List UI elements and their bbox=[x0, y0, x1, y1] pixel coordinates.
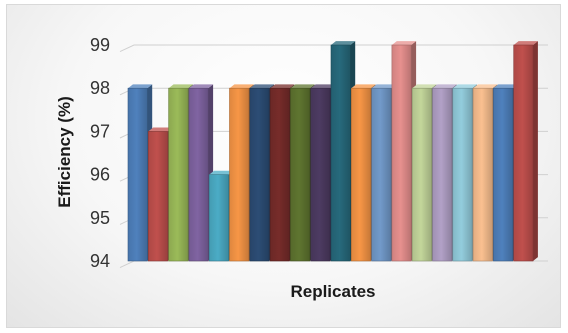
y-axis-title: Efficiency (%) bbox=[55, 96, 74, 207]
y-tick-label: 97 bbox=[90, 121, 110, 141]
y-axis-ticks: 94 95 96 97 98 99 bbox=[90, 35, 110, 271]
y-tick-label: 99 bbox=[90, 35, 110, 55]
y-tick-label: 94 bbox=[90, 251, 110, 271]
y-tick-label: 98 bbox=[90, 78, 110, 98]
gridline bbox=[119, 260, 548, 269]
bars bbox=[127, 41, 538, 262]
y-tick-label: 95 bbox=[90, 208, 110, 228]
y-tick-label: 96 bbox=[90, 165, 110, 185]
bar bbox=[513, 41, 538, 262]
x-axis-title: Replicates bbox=[290, 282, 375, 301]
